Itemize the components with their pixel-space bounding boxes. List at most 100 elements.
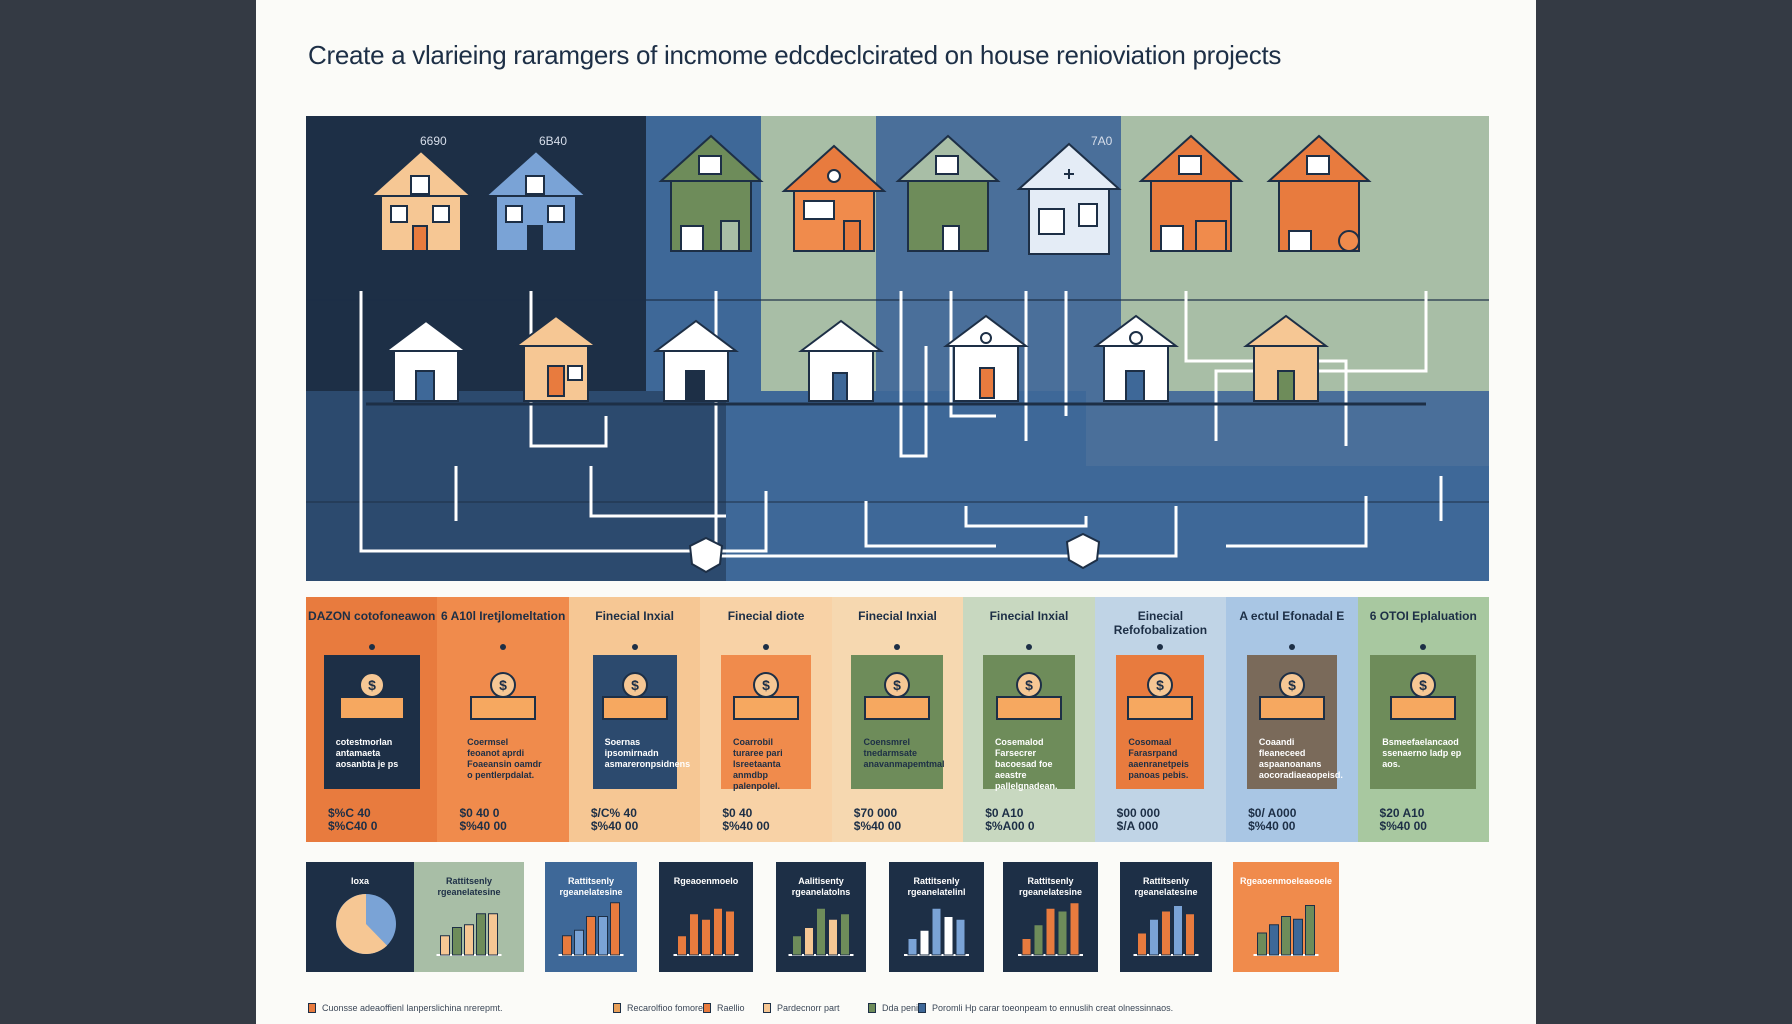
column-marker-dot: [500, 644, 507, 650]
mini-bar: [828, 918, 838, 956]
page-title: Create a vlarieing raramgers of incmome …: [308, 40, 1282, 70]
column-description: Bsmeefaelancaod ssenaerno ladp ep aos.: [1382, 737, 1462, 769]
mini-bar: [955, 918, 966, 956]
mini-bar: [1269, 924, 1279, 956]
column-description: Cosomaal Farasrpand aaenranetpeis panoas…: [1128, 737, 1189, 780]
top-value-1: 6690: [420, 134, 447, 148]
amount-line-2: $%40 00: [722, 819, 770, 833]
mini-chart-label: Rattitsenly rgeanelatesine: [437, 876, 501, 897]
bottom-house-row: [383, 314, 1329, 402]
column-description: cotestmorlan antamaeta aosanbta je ps: [335, 737, 399, 769]
column-amount: $%C 40 $%C40 0: [328, 807, 377, 833]
housing-diagram: [306, 116, 1489, 581]
dollar-coin-icon: $: [470, 672, 537, 720]
mini-chart-panel: Rattitsenly rgeanelatesine: [414, 862, 524, 972]
legend-swatch: [868, 1003, 876, 1013]
column-marker-dot: [1025, 644, 1032, 650]
mini-chart-panel: Rgeaoenmoelo: [659, 862, 753, 972]
mini-bar: [562, 935, 572, 956]
mini-bar-chart: [904, 907, 969, 956]
dollar-coin-icon: $: [1127, 672, 1194, 720]
column-card: $ Coaandi fleaneceed aspaanoanans aocorad…: [1246, 655, 1343, 789]
mini-chart-label: Rgeaoenmoelo: [673, 876, 739, 886]
amount-line-2: $%40 00: [459, 819, 507, 833]
column-description: Cosemalod Farsecrer bacoesad foe aeastre…: [994, 737, 1058, 791]
column-description: Coermsel feoanot aprdi Foaeansin oamdr o…: [467, 737, 542, 780]
column-card: $ Bsmeefaelancaod ssenaerno ladp ep aos.: [1370, 655, 1477, 789]
financial-column: Finecial diote $ Coarrobil turaree pari Is…: [700, 597, 832, 842]
column-header: Einecial Refofobalization: [1113, 609, 1208, 637]
legend-item: Dda penil.: [868, 1003, 923, 1013]
column-header: Finecial diote: [727, 609, 805, 623]
column-amount: $00 000 $/A 000: [1117, 807, 1160, 833]
top-value-3: 7A0: [1091, 134, 1113, 148]
amount-line-1: $0 A10: [985, 806, 1024, 820]
column-amount: $0 40 $%40 00: [722, 807, 769, 833]
legend-label: Raellio: [717, 1003, 745, 1013]
mini-chart-label: Rattitsenly rgeanelatesine: [559, 876, 623, 897]
column-card: $ Coarrobil turaree pari Isreetaanta anmd…: [721, 655, 812, 791]
mini-chart-panel: Rattitsenly rgeanelatelinl: [889, 862, 984, 972]
mini-bar: [440, 935, 450, 956]
mini-bar: [1305, 905, 1315, 956]
mini-bar: [476, 913, 486, 956]
amount-line-2: $%40 00: [1248, 819, 1296, 833]
column-card: $ Soernas ipsomirnadn asmareronpsidnens: [592, 655, 690, 789]
mini-bar: [816, 907, 826, 956]
legend-item: Poromli Hp carar toeonpeam to ennuslih c…: [918, 1003, 1173, 1013]
mini-chart-label: Rgeaoenmoeleaeoele: [1239, 876, 1333, 886]
column-header: Finecial Inxial: [989, 609, 1069, 623]
mini-chart-label: Aalitisenty rgeanelatolns: [791, 876, 851, 897]
mini-bar-chart: [1253, 905, 1319, 956]
dollar-coin-icon: $: [338, 672, 405, 720]
mini-chart-label: Rattitsenly rgeanelatesine: [1134, 876, 1198, 897]
column-marker-dot: [1288, 644, 1295, 650]
column-marker-dot: [894, 644, 901, 650]
legend-item: Cuonsse adeaoffienl lanperslichina nrere…: [308, 1003, 502, 1013]
mini-chart-panel: Rattitsenly rgeanelatesine: [545, 862, 637, 972]
shield-badges: [688, 532, 1101, 574]
financial-strip: DAZON cotofoneawon $ cotestmorlan antamaet…: [306, 597, 1489, 842]
mini-bar: [1257, 932, 1267, 956]
housing-diagram-panel: 6690 6B40 7A0: [306, 116, 1489, 581]
mini-bar: [1281, 916, 1291, 956]
column-card: $ Cosemalod Farsecrer bacoesad foe aeastr…: [982, 655, 1075, 791]
mini-bar: [701, 918, 711, 956]
financial-column: Einecial Refofobalization $ Cosomaal Faras…: [1094, 597, 1227, 842]
mini-bar-chart: [673, 907, 739, 956]
dollar-coin-icon: $: [995, 672, 1062, 720]
mini-chart-panel: Aalitisenty rgeanelatolns: [776, 862, 866, 972]
legend-label: Poromli Hp carar toeonpeam to ennuslih c…: [932, 1003, 1174, 1013]
column-header: A ectul Efonadal E: [1239, 609, 1345, 623]
legend-label: Dda penil.: [882, 1003, 923, 1013]
dollar-coin-icon: $: [1390, 672, 1457, 720]
column-card: $ Coermsel feoanot aprdi Foaeansin oamdr …: [455, 655, 552, 789]
column-marker-dot: [1157, 644, 1164, 650]
mini-bar: [931, 907, 942, 956]
column-amount: $20 A10 $%40 00: [1380, 807, 1427, 833]
legend-item: Pardecnorr part: [763, 1003, 840, 1013]
column-amount: $/C% 40 $%40 00: [591, 807, 638, 833]
mini-bar: [1033, 924, 1044, 956]
top-house-row: [368, 134, 1372, 255]
column-header: Finecial Inxial: [858, 609, 937, 623]
amount-line-2: $%40 00: [1379, 819, 1427, 833]
legend-swatch: [763, 1003, 771, 1013]
mini-bar: [610, 902, 620, 956]
mini-bar: [1069, 902, 1080, 956]
amount-line-1: $20 A10: [1379, 806, 1425, 820]
mini-bar: [598, 916, 608, 956]
column-marker-dot: [631, 644, 638, 650]
amount-line-2: $/A 000: [1116, 819, 1159, 833]
mini-bar: [1149, 918, 1159, 956]
mini-bar: [792, 935, 802, 956]
mini-bar: [840, 913, 850, 956]
legend-swatch: [613, 1003, 621, 1013]
amount-line-1: $0 40: [722, 806, 753, 820]
amount-line-2: $%C40 0: [328, 819, 378, 833]
svg-text:$: $: [1419, 677, 1427, 693]
column-header: DAZON cotofoneawon: [308, 609, 436, 623]
mini-bar-chart: [788, 907, 854, 956]
financial-column: Finecial Inxial $ Cosemalod Farsecrer baco…: [963, 597, 1095, 842]
column-marker-dot: [763, 644, 770, 650]
